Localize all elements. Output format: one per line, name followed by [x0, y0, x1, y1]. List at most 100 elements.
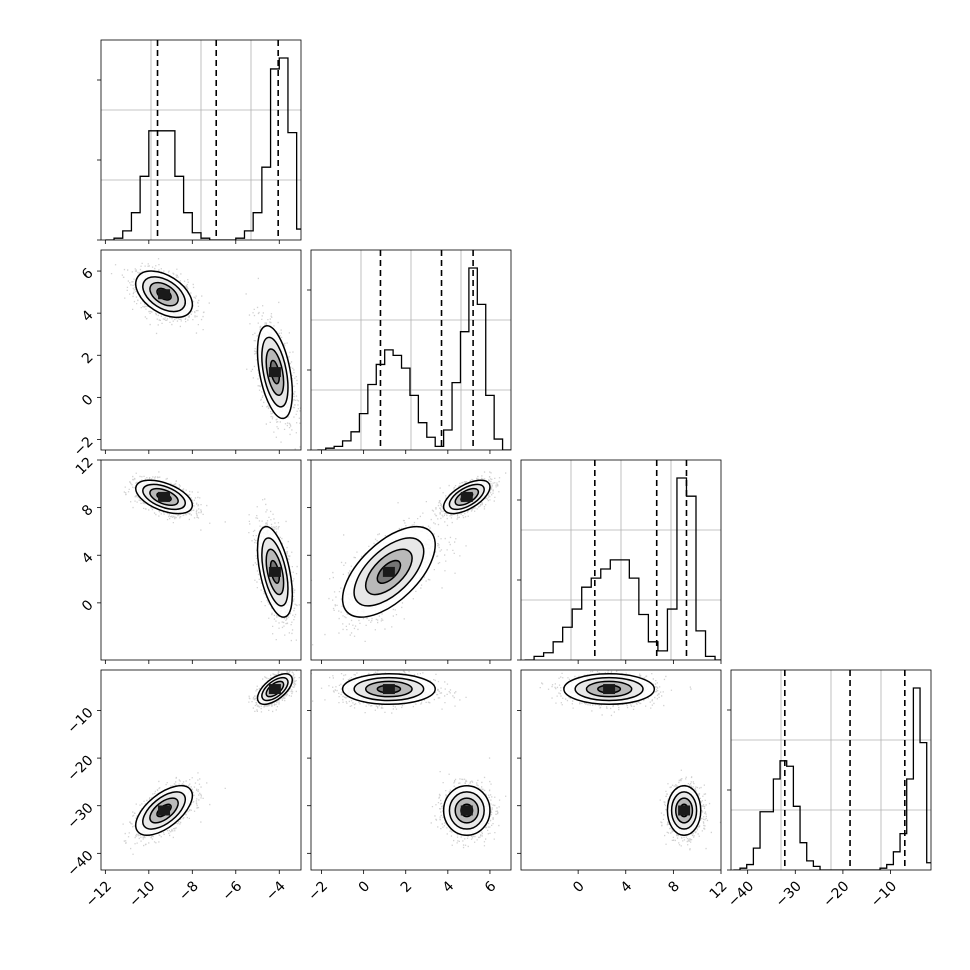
axes-frame	[100, 39, 302, 241]
x-tick-label: 2	[398, 878, 416, 896]
contour-line	[442, 479, 491, 515]
axes-frame	[730, 669, 932, 871]
scatter-panel-3-1	[311, 670, 507, 849]
scatter-panel-2-0	[123, 471, 300, 642]
x-tick-label: 6	[482, 878, 500, 896]
axes-frame	[310, 249, 512, 451]
y-tick-label: 4	[79, 307, 97, 325]
contour-line	[261, 336, 289, 408]
contour-line	[149, 281, 179, 307]
x-tick-label: −10	[868, 878, 900, 910]
y-tick-label: 4	[79, 550, 97, 568]
density-peak	[158, 289, 171, 300]
contour-line	[376, 559, 402, 584]
y-tick-label: −10	[64, 705, 96, 737]
axes-frame	[520, 459, 722, 661]
contour-line	[454, 487, 480, 506]
contour-line	[670, 791, 698, 830]
contour-line	[341, 525, 436, 618]
axes-frame	[100, 459, 302, 661]
y-tick-label: −40	[64, 848, 96, 880]
axes-frame	[520, 669, 722, 871]
density-peak	[268, 566, 281, 577]
contour-line	[364, 548, 413, 596]
histogram-panel-3	[731, 670, 931, 870]
histogram-panel-2	[521, 460, 721, 660]
axes-frame	[100, 669, 302, 871]
contour-line	[135, 270, 194, 319]
sample-points	[123, 471, 300, 642]
axes-frame	[310, 669, 512, 871]
contour-line	[448, 791, 485, 830]
contour-line	[256, 325, 294, 420]
scatter-panel-3-0	[122, 670, 300, 855]
density-peak	[382, 566, 395, 577]
contour-line	[353, 537, 425, 607]
contour-line	[585, 680, 633, 698]
density-peak	[678, 805, 691, 816]
y-tick-label: 6	[79, 265, 97, 283]
contour-line	[256, 673, 294, 706]
histogram-step	[524, 477, 721, 660]
y-tick-label: −20	[64, 752, 96, 784]
contour-line	[675, 797, 694, 824]
density-peak	[158, 805, 171, 816]
histogram-panel-0	[101, 40, 301, 240]
contour-line	[563, 673, 656, 706]
density-peak	[268, 367, 281, 378]
x-tick-label: 4	[618, 878, 636, 896]
contour-line	[442, 784, 491, 836]
contour-line	[341, 673, 436, 706]
density-peak	[158, 491, 171, 502]
y-tick-label: 8	[79, 502, 97, 520]
contour-line	[261, 537, 289, 607]
y-tick-label: 0	[79, 392, 97, 410]
histogram-step	[733, 687, 931, 870]
contour-line	[265, 348, 285, 397]
x-tick-label: −2	[305, 878, 331, 904]
x-tick-label: −12	[83, 878, 115, 910]
x-tick-label: −4	[263, 878, 289, 904]
axes-frame	[310, 459, 512, 661]
contour-line	[135, 479, 194, 515]
scatter-panel-3-2	[539, 670, 721, 851]
x-tick-label: −40	[725, 878, 757, 910]
x-tick-label: 4	[440, 878, 458, 896]
density-peak	[460, 491, 473, 502]
contour-line	[265, 548, 285, 596]
contour-line	[142, 791, 186, 830]
density-peak	[603, 684, 616, 695]
contour-line	[135, 784, 194, 836]
y-tick-label: 2	[79, 350, 97, 368]
x-tick-label: 0	[570, 878, 588, 896]
scatter-panel-2-1	[311, 460, 507, 646]
contour-line	[142, 483, 186, 511]
y-tick-label: 12	[73, 454, 97, 478]
histogram-step	[105, 57, 301, 240]
axes-frame	[100, 249, 302, 451]
x-tick-label: −6	[219, 878, 245, 904]
contour-line	[353, 676, 425, 702]
x-tick-label: −10	[126, 878, 158, 910]
x-tick-label: −20	[820, 878, 852, 910]
density-peak	[382, 684, 395, 695]
contour-line	[454, 797, 480, 824]
contour-line	[256, 525, 294, 618]
x-tick-label: 8	[665, 878, 683, 896]
density-peak	[268, 684, 281, 695]
histogram-step	[317, 267, 511, 450]
contour-line	[142, 276, 186, 313]
scatter-panel-1-0	[110, 258, 301, 450]
histogram-panel-1	[311, 250, 511, 450]
contour-line	[364, 680, 413, 698]
contour-line	[149, 487, 179, 506]
y-tick-label: −30	[64, 800, 96, 832]
contour-line	[261, 676, 289, 702]
x-tick-label: −30	[773, 878, 805, 910]
contour-line	[149, 797, 179, 824]
y-tick-label: 0	[79, 597, 97, 615]
x-tick-label: −8	[176, 878, 202, 904]
contour-line	[574, 676, 644, 702]
contour-line	[448, 483, 485, 511]
